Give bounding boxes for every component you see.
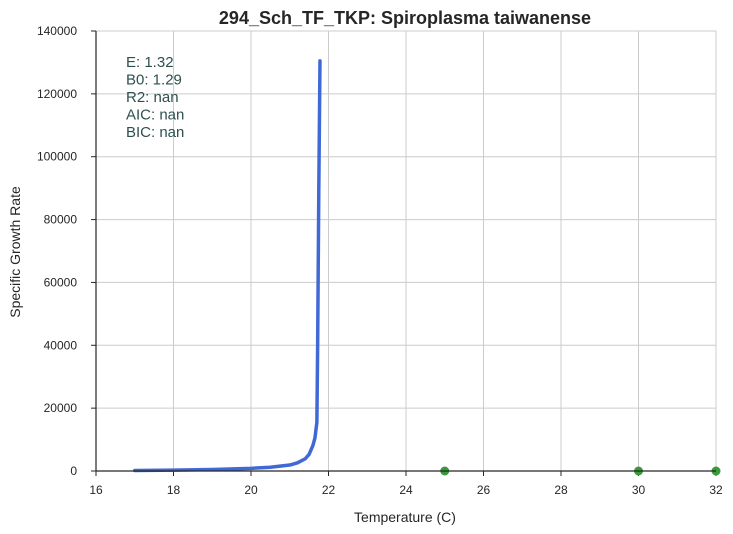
fit-stat-r2: R2: nan	[126, 89, 179, 106]
fit-stat-b0: B0: 1.29	[126, 72, 182, 89]
y-tick-label: 100000	[37, 150, 77, 164]
x-tick-label: 18	[167, 483, 181, 497]
y-tick-label: 40000	[44, 338, 78, 352]
y-tick-label: 80000	[44, 213, 78, 227]
fitted-curve	[133, 59, 322, 473]
x-tick-label: 16	[89, 483, 103, 497]
x-tick-label: 20	[244, 483, 258, 497]
x-tick-label: 22	[322, 483, 336, 497]
x-tick-label: 32	[709, 483, 723, 497]
y-axis-label: Specific Growth Rate	[7, 186, 23, 318]
y-tick-label: 20000	[44, 401, 78, 415]
axis-spines	[95, 31, 716, 472]
x-axis-label: Temperature (C)	[354, 509, 456, 525]
plot-area	[133, 59, 721, 476]
fit-stat-aic: AIC: nan	[126, 107, 184, 124]
y-tick-label: 140000	[37, 24, 77, 38]
chart-title: 294_Sch_TF_TKP: Spiroplasma taiwanense	[219, 8, 591, 28]
x-tick-label: 26	[477, 483, 491, 497]
x-tick-label: 24	[399, 483, 413, 497]
fit-stat-e: E: 1.32	[126, 54, 174, 71]
y-tick-label: 60000	[44, 275, 78, 289]
grid	[95, 30, 717, 472]
x-tick-label: 28	[554, 483, 568, 497]
y-tick-label: 120000	[37, 87, 77, 101]
axis-ticks: 16 18 20 22 24 26 28 30 32 0 20000 40000 60000 80000 1…	[37, 24, 723, 497]
x-tick-label: 30	[632, 483, 646, 497]
y-tick-label: 0	[70, 464, 77, 478]
fit-stat-bic: BIC: nan	[126, 124, 184, 141]
